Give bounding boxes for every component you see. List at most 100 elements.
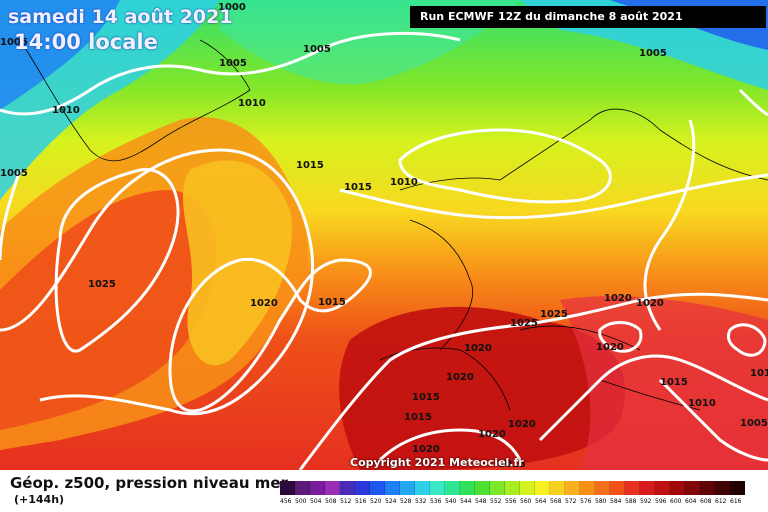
- isobar-label: 1005: [740, 418, 768, 429]
- color-scale-ticks: 456 500 504 508 512 516 520 524 528 532 536 540 544 5…: [280, 498, 751, 505]
- color-scale-tick-label: 544: [460, 498, 472, 505]
- color-scale-swatch: [400, 481, 415, 495]
- isobar-label: 1005: [639, 48, 667, 59]
- color-scale-swatch: [460, 481, 475, 495]
- color-scale-swatch: [715, 481, 730, 495]
- isobar-label: 1005: [303, 44, 331, 55]
- color-scale-swatch: [565, 481, 580, 495]
- color-scale-swatch: [370, 481, 385, 495]
- color-scale-tick-label: 520: [370, 498, 382, 505]
- color-scale-swatch: [355, 481, 370, 495]
- isobar-label: 1005: [0, 37, 28, 48]
- legend-subtitle: (+144h): [14, 493, 65, 506]
- color-scale-tick-label: 532: [415, 498, 427, 505]
- isobar-label: 1010: [688, 398, 716, 409]
- color-scale-swatch: [535, 481, 550, 495]
- color-scale-swatch: [685, 481, 700, 495]
- isobar-label: 1020: [478, 429, 506, 440]
- color-scale-swatch: [490, 481, 505, 495]
- color-scale-tick-label: 456: [280, 498, 292, 505]
- color-scale-swatch: [295, 481, 310, 495]
- isobar-label: 1020: [250, 298, 278, 309]
- isobar-label: 1020: [508, 419, 536, 430]
- color-scale-swatch: [445, 481, 460, 495]
- color-scale-swatch: [430, 481, 445, 495]
- color-scale-tick-label: 576: [580, 498, 592, 505]
- isobar-labels: 1000 1005 1005 1005 1005 1005 1010 1010 …: [0, 2, 768, 470]
- copyright-text: Copyright 2021 Meteociel.fr: [350, 456, 524, 469]
- color-scale-tick-label: 568: [550, 498, 562, 505]
- color-scale-swatch: [580, 481, 595, 495]
- europe-coast: [379, 108, 768, 411]
- color-scale-swatch: [340, 481, 355, 495]
- isobar-label: 1020: [412, 444, 440, 455]
- isobar-label: 1015: [344, 182, 372, 193]
- color-scale-tick-label: 608: [700, 498, 712, 505]
- color-scale-tick-label: 612: [715, 498, 727, 505]
- color-scale-tick-label: 504: [310, 498, 322, 505]
- greenland-coast: [19, 39, 251, 162]
- color-scale-tick-label: 528: [400, 498, 412, 505]
- color-scale-swatch: [655, 481, 670, 495]
- forecast-time: 14:00 locale: [14, 30, 158, 54]
- isobar-label: 1010: [390, 177, 418, 188]
- color-scale-tick-label: 508: [325, 498, 337, 505]
- isobar-label: 1010: [238, 98, 266, 109]
- color-scale-swatch: [505, 481, 520, 495]
- isobar-label: 1020: [604, 293, 632, 304]
- isobar-label: 1005: [219, 58, 247, 69]
- legend-title: Géop. z500, pression niveau mer: [10, 474, 288, 492]
- forecast-date: samedi 14 août 2021: [8, 6, 233, 28]
- color-scale-tick-label: 536: [430, 498, 442, 505]
- color-scale-swatch: [325, 481, 340, 495]
- color-scale-swatch: [550, 481, 565, 495]
- color-scale-tick-label: 588: [625, 498, 637, 505]
- color-scale-tick-label: 592: [640, 498, 652, 505]
- z500-pressure-map: 1000 1005 1005 1005 1005 1005 1010 1010 …: [0, 0, 768, 470]
- isobar-label: 1015: [318, 297, 346, 308]
- isobar-label: 1015: [296, 160, 324, 171]
- color-scale-tick-label: 596: [655, 498, 667, 505]
- isobar-label: 1015: [660, 377, 688, 388]
- color-scale-tick-label: 524: [385, 498, 397, 505]
- color-scale-tick-label: 552: [490, 498, 502, 505]
- color-scale-swatch: [475, 481, 490, 495]
- isobar-label: 1005: [0, 168, 28, 179]
- isobar-label: 1015: [412, 392, 440, 403]
- color-scale-swatch: [700, 481, 715, 495]
- color-scale-swatch: [595, 481, 610, 495]
- color-scale-tick-label: 616: [730, 498, 742, 505]
- color-scale-tick-label: 500: [295, 498, 307, 505]
- color-scale-swatch: [670, 481, 685, 495]
- color-scale-tick-label: 512: [340, 498, 352, 505]
- color-scale-swatch: [520, 481, 535, 495]
- cold-field-top-left-inner: [0, 0, 120, 110]
- isobar-label: 1020: [636, 298, 664, 309]
- color-scale-tick-label: 600: [670, 498, 682, 505]
- color-scale-tick-label: 516: [355, 498, 367, 505]
- isobar-label: 1025: [540, 309, 568, 320]
- color-scale-tick-label: 584: [610, 498, 622, 505]
- color-scale-swatch: [730, 481, 745, 495]
- isobar-label: 1020: [464, 343, 492, 354]
- color-scale-swatch: [640, 481, 655, 495]
- color-scale-bar: [280, 481, 745, 495]
- isobar-label: 1025: [88, 279, 116, 290]
- isobar-label: 1010: [750, 368, 768, 379]
- color-scale-tick-label: 604: [685, 498, 697, 505]
- color-scale-swatch: [610, 481, 625, 495]
- isobar-label: 1025: [510, 318, 538, 329]
- color-scale-tick-label: 548: [475, 498, 487, 505]
- color-scale-tick-label: 560: [520, 498, 532, 505]
- color-scale-tick-label: 556: [505, 498, 517, 505]
- color-scale-swatch: [310, 481, 325, 495]
- isobar-label: 1000: [218, 2, 246, 13]
- color-scale-swatch: [280, 481, 295, 495]
- isobar-label: 1020: [446, 372, 474, 383]
- color-scale-tick-label: 564: [535, 498, 547, 505]
- warm-ridge-yellow-tongue: [182, 160, 292, 366]
- color-scale-swatch: [625, 481, 640, 495]
- isobar-label: 1015: [498, 459, 526, 470]
- isobar-label: 1020: [596, 342, 624, 353]
